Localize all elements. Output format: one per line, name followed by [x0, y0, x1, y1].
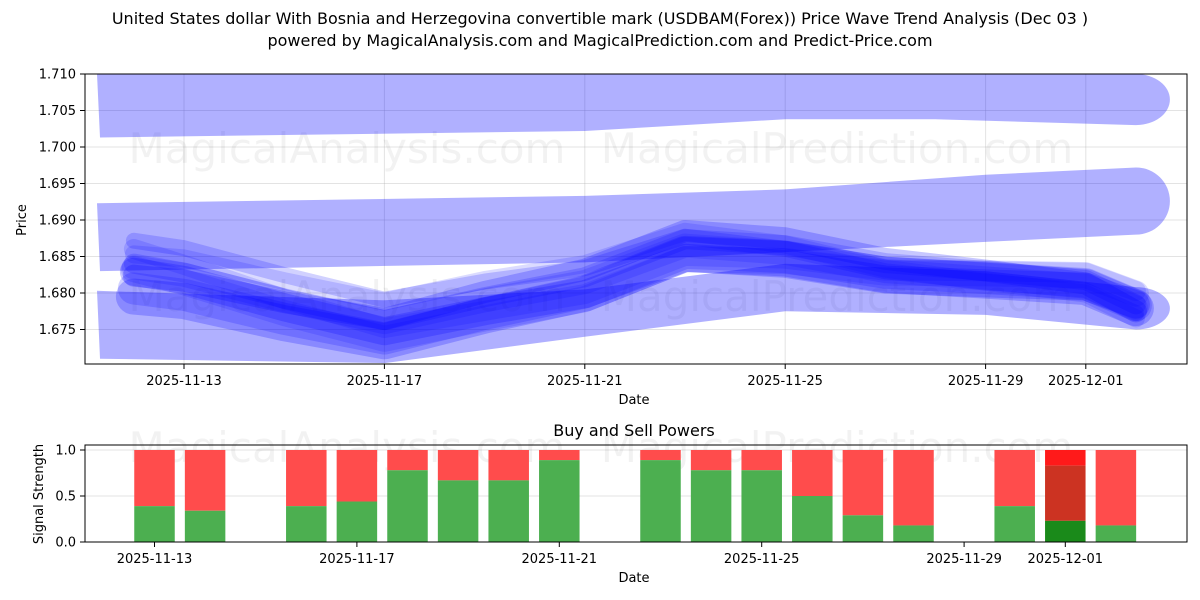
sell-segment: [438, 450, 479, 480]
buy-segment: [488, 480, 529, 542]
signal-bar: [741, 450, 782, 542]
sell-segment: [387, 450, 428, 470]
sell-segment: [539, 450, 580, 460]
signal-bar: [640, 450, 681, 542]
buy-sell-chart: Buy and Sell Powers MagicalAnalysis.comM…: [32, 421, 1187, 586]
buy-segment: [286, 506, 327, 542]
buy-segment: [691, 470, 732, 542]
sell-segment: [994, 450, 1034, 506]
y-tick-label: 1.675: [39, 323, 76, 338]
signal-bar: [893, 450, 934, 542]
sell-segment: [893, 450, 934, 525]
buy-segment: [1096, 525, 1137, 542]
top-x-axis: 2025-11-13 2025-11-17 2025-11-21 2025-11-25…: [146, 364, 1123, 389]
buy-segment: [843, 515, 884, 542]
sell-segment: [134, 450, 175, 506]
bottom-x-axis: 2025-11-13 2025-11-17 2025-11-21 2025-11-25…: [117, 542, 1103, 567]
bottom-x-axis-label: Date: [618, 571, 649, 586]
y-tick-label: 1.690: [39, 214, 76, 229]
x-tick-label: 2025-11-29: [948, 374, 1024, 389]
bottom-y-axis: 0.0 0.5 1.0: [55, 444, 85, 551]
buy-segment: [185, 511, 226, 542]
signal-bar: [286, 450, 327, 542]
signal-bar: [1045, 450, 1086, 542]
watermark: MagicalPrediction.com: [601, 124, 1074, 173]
signal-bar: [792, 450, 833, 542]
sell-segment: [286, 450, 327, 506]
x-tick-label: 2025-11-29: [926, 552, 1002, 567]
signal-bar: [438, 450, 479, 542]
signal-bar: [539, 450, 580, 542]
y-tick-label: 0.5: [55, 490, 76, 505]
signal-bar: [134, 450, 175, 542]
buy-segment: [1045, 521, 1086, 542]
signal-bar: [1096, 450, 1137, 542]
y-tick-label: 1.710: [39, 68, 76, 83]
buy-segment: [387, 470, 428, 542]
signal-bar: [994, 450, 1034, 542]
signal-bar: [691, 450, 732, 542]
y-tick-label: 1.680: [39, 287, 76, 302]
sell-segment: [488, 450, 529, 480]
price-wave-chart: MagicalAnalysis.comMagicalPrediction.com…: [15, 68, 1187, 409]
sell-segment: [185, 450, 226, 511]
x-tick-label: 2025-11-25: [747, 374, 823, 389]
signal-bar: [843, 450, 884, 542]
y-tick-label: 1.700: [39, 141, 76, 156]
buy-segment: [337, 502, 378, 542]
y-tick-label: 1.685: [39, 250, 76, 265]
x-tick-label: 2025-11-17: [319, 552, 395, 567]
buy-segment: [134, 506, 175, 542]
sell-segment: [792, 450, 833, 496]
signal-bar: [387, 450, 428, 542]
y-tick-label: 1.695: [39, 177, 76, 192]
buy-segment: [741, 470, 782, 542]
buy-segment: [792, 496, 833, 542]
y-tick-label: 1.0: [55, 444, 76, 459]
chart-canvas: MagicalAnalysis.comMagicalPrediction.com…: [0, 0, 1200, 600]
y-tick-label: 1.705: [39, 104, 76, 119]
x-tick-label: 2025-11-17: [347, 374, 423, 389]
sell-segment: [691, 450, 732, 470]
bottom-y-axis-label: Signal Strength: [32, 444, 47, 544]
sell-segment: [843, 450, 884, 515]
signal-bar: [185, 450, 226, 542]
x-tick-label: 2025-12-01: [1048, 374, 1124, 389]
sell-segment: [337, 450, 378, 502]
top-y-axis-label: Price: [15, 204, 30, 236]
signal-bar: [488, 450, 529, 542]
buy-segment: [994, 506, 1034, 542]
x-tick-label: 2025-11-13: [146, 374, 222, 389]
sell-segment: [1096, 450, 1137, 525]
sell-segment: [1045, 450, 1086, 466]
x-tick-label: 2025-11-21: [522, 552, 598, 567]
x-tick-label: 2025-11-25: [724, 552, 800, 567]
signal-bar: [337, 450, 378, 542]
top-x-axis-label: Date: [618, 393, 649, 408]
top-y-axis: 1.675 1.680 1.685 1.690 1.695 1.700 1.705 1.710: [39, 68, 85, 339]
y-tick-label: 0.0: [55, 536, 76, 551]
sell-segment: [1045, 466, 1086, 521]
x-tick-label: 2025-11-21: [547, 374, 623, 389]
buy-segment: [539, 460, 580, 542]
buy-segment: [438, 480, 479, 542]
sell-segment: [741, 450, 782, 470]
x-tick-label: 2025-11-13: [117, 552, 193, 567]
buy-segment: [893, 525, 934, 542]
sell-segment: [640, 450, 681, 460]
x-tick-label: 2025-12-01: [1028, 552, 1104, 567]
buy-segment: [640, 460, 681, 542]
